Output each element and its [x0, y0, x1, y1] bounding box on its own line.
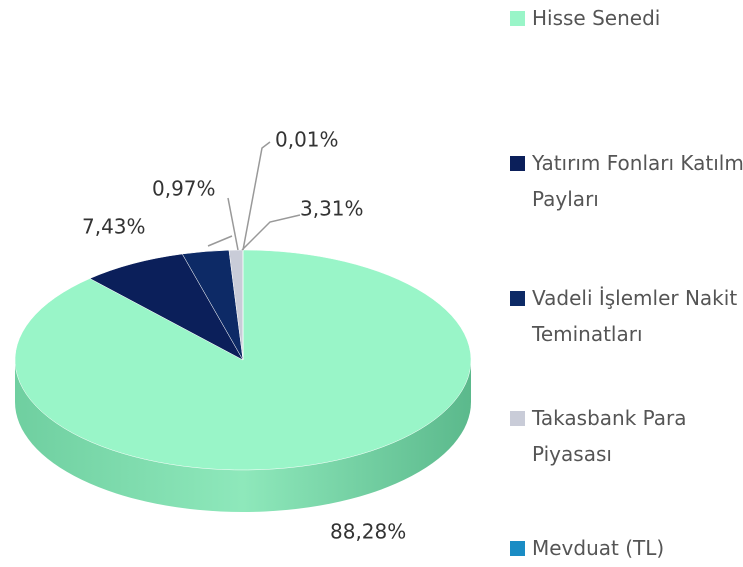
legend-item: Vadeli İşlemler Nakit Teminatları	[510, 280, 743, 352]
data-label: 3,31%	[300, 197, 364, 221]
legend-swatch	[510, 541, 525, 556]
leader-lines	[207, 141, 301, 251]
legend-label: Vadeli İşlemler Nakit Teminatları	[532, 286, 738, 346]
data-label: 7,43%	[82, 215, 146, 239]
legend-label: Takasbank Para Piyasası	[532, 406, 687, 466]
legend-item: Mevduat (TL)	[510, 530, 743, 566]
pie	[14, 249, 472, 512]
data-label: 0,97%	[152, 177, 216, 201]
legend-label: Mevduat (TL)	[532, 536, 665, 560]
data-label: 0,01%	[275, 128, 339, 152]
legend-item: Takasbank Para Piyasası	[510, 400, 743, 472]
legend-swatch	[510, 156, 525, 171]
legend-swatch	[510, 11, 525, 26]
leader-line	[242, 141, 271, 251]
pie-slice	[89, 253, 244, 361]
legend-swatch	[510, 291, 525, 306]
legend-item: Yatırım Fonları Katılma Payları	[510, 145, 743, 217]
leader-line	[207, 235, 233, 247]
legend-label: Hisse Senedi	[532, 6, 661, 30]
legend-swatch	[510, 411, 525, 426]
leader-line	[227, 197, 239, 251]
legend-item: Hisse Senedi	[510, 0, 743, 36]
legend-label: Yatırım Fonları Katılma Payları	[532, 151, 743, 211]
data-label: 88,28%	[330, 520, 406, 544]
leader-line	[241, 214, 301, 251]
